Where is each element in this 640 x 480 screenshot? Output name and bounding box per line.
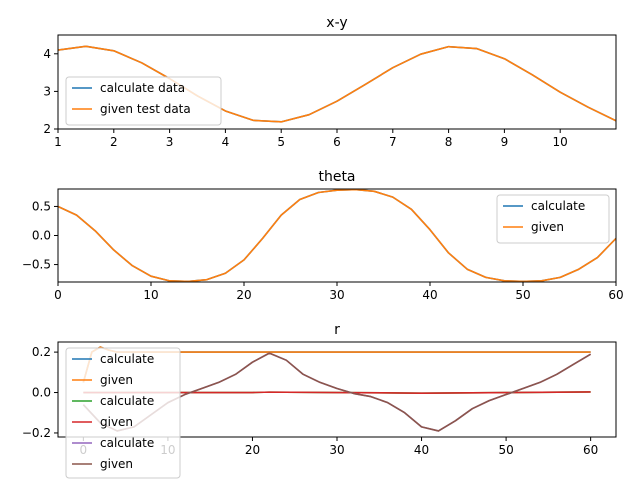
chart-title: x-y [326, 15, 347, 31]
legend-box [65, 347, 181, 479]
y-tick-label: 0.2 [32, 345, 51, 359]
x-tick-label: 50 [515, 288, 530, 302]
legend-label-2: given test data [100, 102, 191, 116]
chart-title: theta [318, 169, 355, 185]
legend-label-4: given [100, 415, 133, 429]
legend-label-6: given [100, 457, 133, 471]
x-tick-label: 6 [333, 135, 341, 149]
x-tick-label: 30 [329, 288, 344, 302]
y-tick-label: 4 [43, 47, 51, 61]
x-tick-label: 9 [501, 135, 509, 149]
y-tick-label: −0.5 [22, 258, 51, 272]
x-tick-label: 3 [166, 135, 174, 149]
x-tick-label: 10 [553, 135, 568, 149]
subplot-3: r01020304050600.20.0−0.2calculategivenca… [22, 322, 617, 479]
y-tick-label: 0.5 [32, 199, 51, 213]
x-tick-label: 1 [54, 135, 62, 149]
series-line-2 [58, 189, 616, 282]
chart-title: r [334, 322, 340, 338]
x-tick-label: 40 [422, 288, 437, 302]
x-tick-label: 5 [277, 135, 285, 149]
x-tick-label: 50 [498, 443, 513, 457]
legend-label-1: calculate [100, 352, 154, 366]
legend-label-3: calculate [100, 394, 154, 408]
legend-label-2: given [100, 373, 133, 387]
x-tick-label: 60 [583, 443, 598, 457]
y-tick-label: −0.2 [22, 426, 51, 440]
x-tick-label: 30 [329, 443, 344, 457]
x-tick-label: 2 [110, 135, 118, 149]
x-tick-label: 40 [414, 443, 429, 457]
legend: calculate given [496, 194, 610, 244]
y-tick-label: 2 [43, 122, 51, 136]
x-tick-label: 10 [143, 288, 158, 302]
y-tick-label: 0.0 [32, 386, 51, 400]
series-group [58, 189, 616, 282]
x-tick-label: 7 [389, 135, 397, 149]
legend: calculate given calculate given calculate giv… [65, 347, 181, 479]
x-tick-label: 20 [236, 288, 251, 302]
legend-box [496, 194, 610, 244]
subplot-2: theta 0 10 20 30 40 50 60 0.5 0.0 −0.5 calculate giv… [22, 169, 624, 302]
series-group [58, 45, 616, 123]
series-line-4 [83, 391, 591, 394]
legend-box [65, 76, 222, 126]
legend: calculate data given test data [65, 76, 222, 126]
legend-label-2: given [531, 220, 564, 234]
y-tick-label: 0.0 [32, 229, 51, 243]
x-tick-label: 0 [54, 288, 62, 302]
legend-label-1: calculate [531, 199, 585, 213]
x-tick-label: 8 [445, 135, 453, 149]
x-tick-label: 20 [245, 443, 260, 457]
x-tick-label: 4 [222, 135, 230, 149]
legend-label-1: calculate data [100, 81, 185, 95]
x-tick-label: 60 [608, 288, 623, 302]
legend-label-5: calculate [100, 436, 154, 450]
y-tick-label: 3 [43, 84, 51, 98]
series-line-2 [58, 45, 616, 123]
